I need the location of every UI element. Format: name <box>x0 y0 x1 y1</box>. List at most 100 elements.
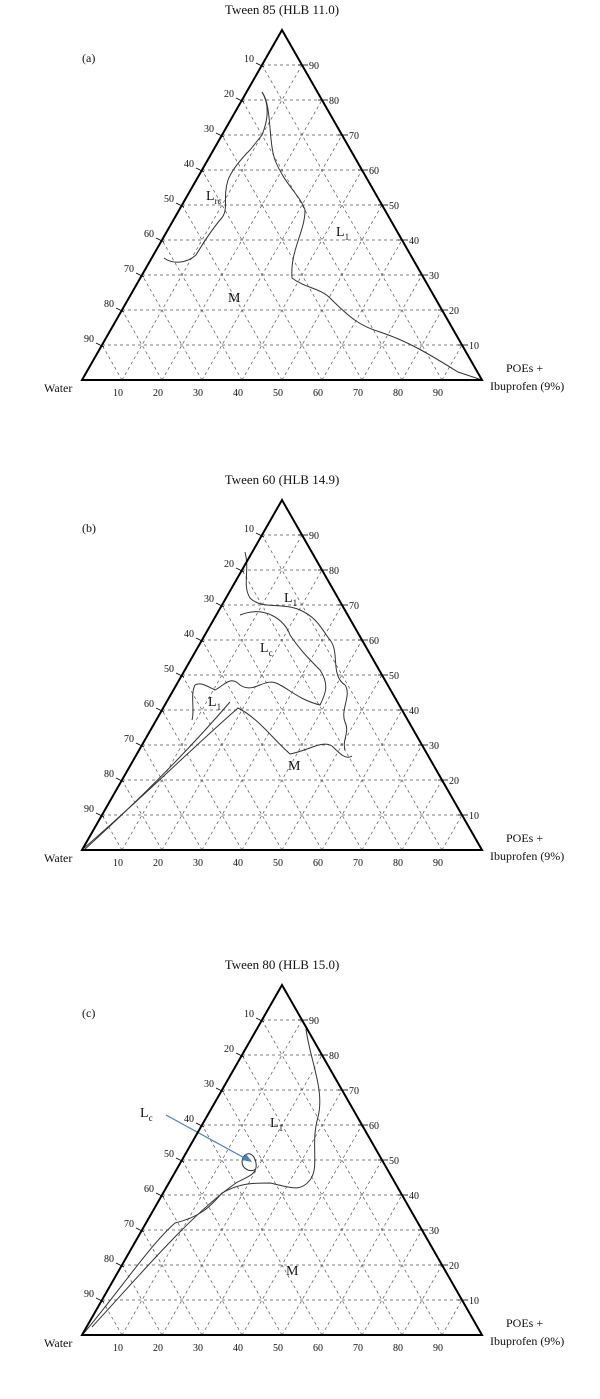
tick-mark <box>175 202 185 208</box>
left-tick-label: 10 <box>244 524 254 535</box>
right-tick-label: 10 <box>469 811 479 822</box>
right-tick-label: 80 <box>329 1051 339 1062</box>
left-tick-label: 10 <box>244 1009 254 1020</box>
tick-mark <box>235 1052 245 1058</box>
grid-line <box>221 134 363 381</box>
left-tick-label: 80 <box>104 299 114 310</box>
tick-mark <box>215 1087 225 1093</box>
tick-mark <box>155 1192 165 1198</box>
phase-boundary <box>191 611 327 721</box>
grid-line <box>161 239 243 381</box>
tick-mark <box>195 637 205 643</box>
bottom-tick-label: 70 <box>353 388 363 399</box>
grid-line <box>201 1124 323 1336</box>
phase-boundary <box>261 91 483 381</box>
left-tick-label: 50 <box>164 664 174 675</box>
tick-mark <box>95 812 105 818</box>
panel-title: Tween 80 (HLB 15.0) <box>225 957 340 972</box>
tick-mark <box>175 1157 185 1163</box>
tick-mark <box>215 132 225 138</box>
bottom-tick-label: 30 <box>193 858 203 869</box>
left-tick-label: 40 <box>184 1114 194 1125</box>
bottom-tick-label: 30 <box>193 1343 203 1354</box>
grid-line <box>441 344 463 381</box>
right-tick-label: 60 <box>369 636 379 647</box>
right-tick-label: 40 <box>409 1191 419 1202</box>
panel-label: (c) <box>82 1006 95 1020</box>
right-tick-label: 40 <box>409 706 419 717</box>
grid-line <box>361 744 423 851</box>
left-tick-label: 20 <box>224 1044 234 1055</box>
right-tick-label: 90 <box>309 531 319 542</box>
tick-mark <box>95 1297 105 1303</box>
triangle <box>80 27 484 381</box>
grid-line <box>201 604 343 851</box>
left-tick-label: 80 <box>104 1254 114 1265</box>
bottom-tick-label: 10 <box>113 1343 123 1354</box>
grid-line <box>161 1194 243 1336</box>
bottom-tick-label: 50 <box>273 858 283 869</box>
region-label: L1 <box>336 225 349 242</box>
vertex-label: Water <box>44 851 72 865</box>
right-tick-label: 80 <box>329 96 339 107</box>
grid-line <box>441 814 463 851</box>
region-label: L1 <box>208 695 221 712</box>
bottom-tick-label: 90 <box>433 858 443 869</box>
bottom-tick-label: 80 <box>393 858 403 869</box>
region-label: M <box>288 759 301 774</box>
panel-title: Tween 60 (HLB 14.9) <box>225 472 340 487</box>
grid-line <box>361 274 423 381</box>
left-tick-label: 30 <box>204 124 214 135</box>
arrow-head <box>242 1154 252 1162</box>
left-tick-label: 90 <box>84 1289 94 1300</box>
bottom-tick-label: 10 <box>113 388 123 399</box>
vertex-label: Water <box>44 381 72 395</box>
bottom-tick-label: 70 <box>353 858 363 869</box>
phase-boundary <box>163 91 268 263</box>
grid-line <box>401 1264 443 1336</box>
panel: Tween 85 (HLB 11.0) (a) Lrc L1 M 10 20 30 4… <box>44 2 564 399</box>
grid-line <box>221 1089 363 1336</box>
grid-line <box>121 1019 303 1336</box>
grid-line <box>261 1019 443 1336</box>
bottom-tick-label: 30 <box>193 388 203 399</box>
bottom-tick-label: 60 <box>313 388 323 399</box>
bottom-tick-label: 20 <box>153 1343 163 1354</box>
left-tick-label: 30 <box>204 1079 214 1090</box>
bottom-tick-label: 80 <box>393 388 403 399</box>
right-tick-label: 70 <box>349 1086 359 1097</box>
bottom-tick-label: 70 <box>353 1343 363 1354</box>
tick-mark <box>255 62 265 68</box>
left-tick-label: 80 <box>104 769 114 780</box>
grid-line <box>101 344 123 381</box>
tick-mark <box>135 742 145 748</box>
grid-line <box>201 169 323 381</box>
tick-mark <box>255 532 265 538</box>
left-tick-label: 50 <box>164 194 174 205</box>
tick-mark <box>215 602 225 608</box>
tick-mark <box>115 777 125 783</box>
tick-mark <box>135 1227 145 1233</box>
right-tick-label: 10 <box>469 341 479 352</box>
region-label: Lc <box>140 1106 153 1123</box>
tick-mark <box>255 1017 265 1023</box>
arrow <box>165 1114 251 1162</box>
left-tick-label: 40 <box>184 159 194 170</box>
left-tick-label: 40 <box>184 629 194 640</box>
region-label: L1 <box>284 591 297 608</box>
right-tick-label: 70 <box>349 601 359 612</box>
panel-label: (a) <box>82 51 95 65</box>
tick-mark <box>235 97 245 103</box>
bottom-tick-label: 90 <box>433 388 443 399</box>
grid-line <box>121 64 303 381</box>
left-tick-label: 70 <box>124 734 134 745</box>
left-tick-label: 60 <box>144 699 154 710</box>
right-tick-label: 80 <box>329 566 339 577</box>
tick-mark <box>195 1122 205 1128</box>
region-label: Lrc <box>206 189 222 206</box>
grid-line <box>261 64 443 381</box>
grid-line <box>101 1299 123 1336</box>
grid-line <box>261 534 443 851</box>
triangle <box>80 982 484 1336</box>
panel-title: Tween 85 (HLB 11.0) <box>225 2 339 17</box>
